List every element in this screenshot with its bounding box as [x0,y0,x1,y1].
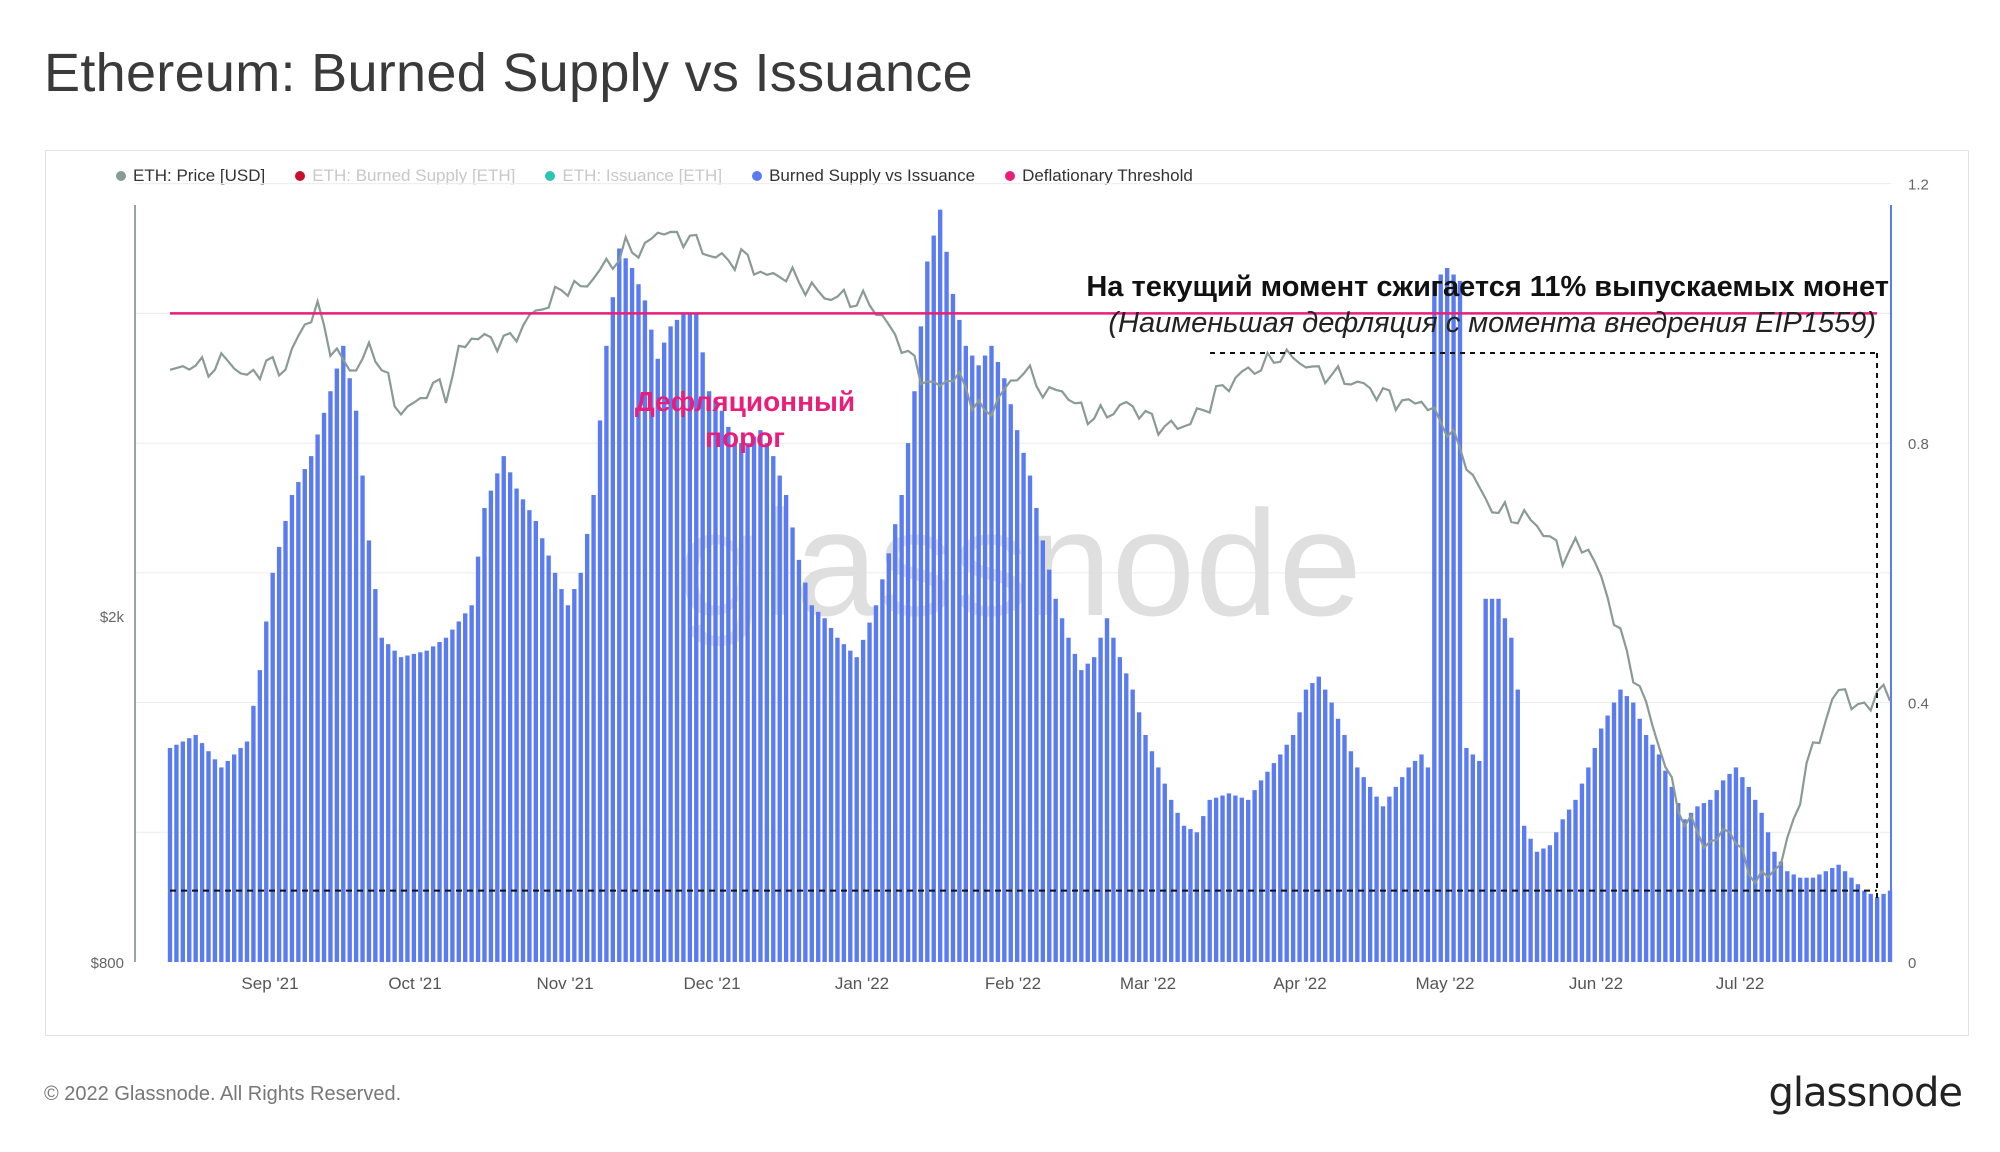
legend-item-price[interactable]: ETH: Price [USD] [116,166,265,186]
legend-item-deflationary-threshold[interactable]: Deflationary Threshold [1005,166,1193,186]
legend-label: ETH: Issuance [ETH] [562,166,723,185]
legend-item-burned-vs-issuance[interactable]: Burned Supply vs Issuance [752,166,975,186]
legend-label: ETH: Price [USD] [133,166,266,185]
legend-label: ETH: Burned Supply [ETH] [312,166,516,185]
legend-label: Deflationary Threshold [1022,166,1193,185]
legend-dot-icon [752,171,763,181]
legend: ETH: Price [USD] ETH: Burned Supply [ETH… [116,166,1193,186]
chart-panel [45,150,1969,1036]
legend-dot-icon [545,171,556,181]
legend-dot-icon [1005,171,1016,181]
legend-label: Burned Supply vs Issuance [769,166,976,185]
brand-logo: glassnode [1768,1070,1963,1116]
legend-item-burned-supply[interactable]: ETH: Burned Supply [ETH] [295,166,515,186]
copyright-footer: © 2022 Glassnode. All Rights Reserved. [44,1083,402,1105]
legend-item-issuance[interactable]: ETH: Issuance [ETH] [545,166,722,186]
legend-dot-icon [295,171,306,181]
chart-title: Ethereum: Burned Supply vs Issuance [44,43,974,103]
legend-dot-icon [116,171,126,181]
